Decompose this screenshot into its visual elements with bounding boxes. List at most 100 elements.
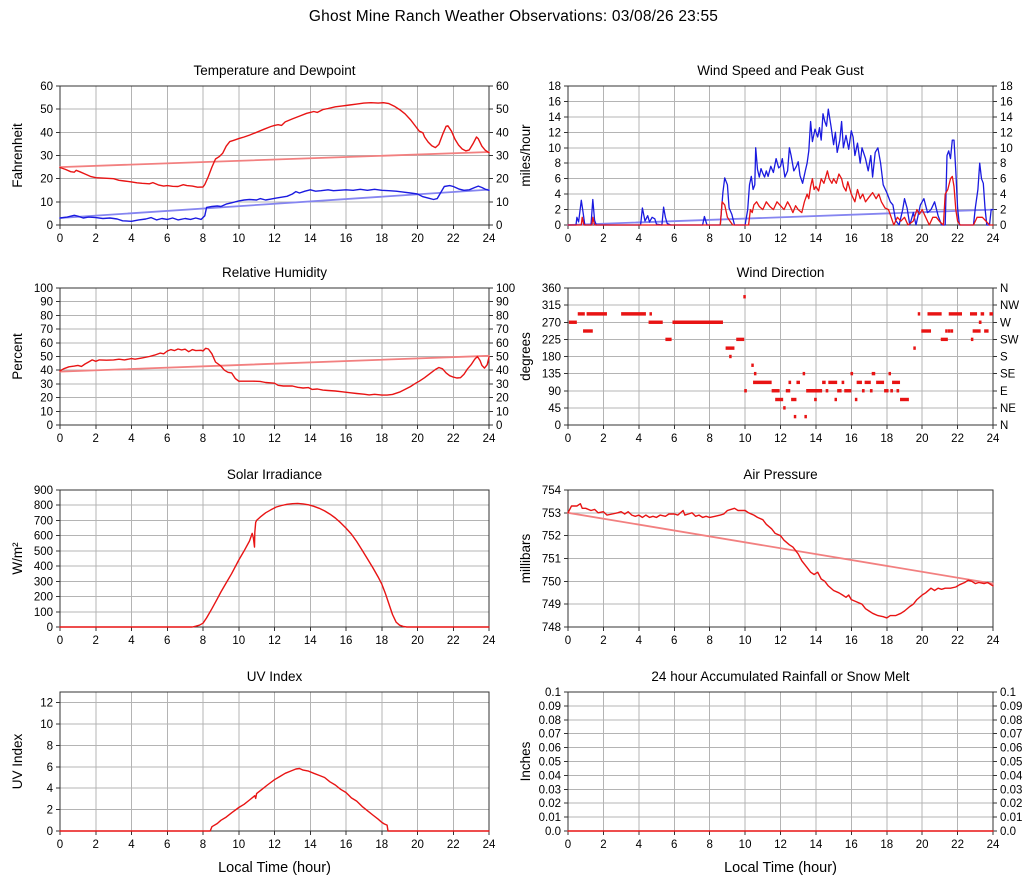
y-tick-label: 10 [40, 719, 53, 731]
y-axis-label: millibars [518, 534, 533, 584]
x-tick-label: 24 [987, 233, 1000, 245]
chart-title: Temperature and Dewpoint [193, 63, 355, 78]
y-tick-label: 60 [40, 81, 53, 93]
x-tick-label: 14 [304, 635, 317, 647]
y-tick-label-right: 40 [496, 365, 509, 377]
x-tick-label: 4 [128, 839, 135, 851]
x-tick-label: 4 [636, 433, 643, 445]
y-tick-label-right: 0 [1000, 220, 1006, 232]
y-tick-label-right: 16 [1000, 96, 1013, 108]
x-tick-label: 12 [774, 635, 787, 647]
y-tick-label-right: NE [1000, 403, 1016, 415]
y-tick-label: 70 [40, 324, 53, 336]
y-tick-label: 315 [542, 300, 561, 312]
x-tick-label: 8 [706, 433, 712, 445]
x-tick-label: 22 [447, 433, 460, 445]
x-tick-label: 20 [411, 433, 424, 445]
x-tick-label: 10 [232, 233, 245, 245]
y-tick-label-right: 20 [496, 393, 509, 405]
x-tick-label: 2 [600, 433, 606, 445]
y-tick-label-right: 100 [496, 283, 515, 295]
y-tick-label-right: N [1000, 420, 1008, 432]
y-axis-label: Percent [10, 333, 25, 380]
y-tick-label: 20 [40, 393, 53, 405]
y-tick-label: 0 [47, 420, 53, 432]
y-tick-label-right: W [1000, 317, 1011, 329]
x-tick-label: 18 [880, 839, 893, 851]
y-tick-label: 0.09 [539, 701, 561, 713]
y-tick-label: 45 [548, 403, 561, 415]
chart-relative-humidity: 0 2 4 6 8 10 12 14 16 18 20 22 240102030405060708090… [10, 265, 515, 445]
y-tick-label-right: 30 [496, 379, 509, 391]
x-tick-label: 16 [845, 635, 858, 647]
y-tick-label: 600 [34, 531, 53, 543]
page-title: Ghost Mine Ranch Weather Observations: 0… [308, 8, 719, 25]
y-tick-label-right: 0.06 [1000, 743, 1022, 755]
x-tick-label: 4 [128, 233, 135, 245]
x-tick-label: 2 [93, 233, 99, 245]
x-tick-label: 12 [774, 433, 787, 445]
x-tick-label: 12 [774, 839, 787, 851]
y-tick-label: 30 [40, 151, 53, 163]
x-tick-label: 8 [706, 233, 712, 245]
y-tick-label: 8 [555, 158, 561, 170]
x-tick-label: 6 [164, 233, 170, 245]
series-temperature-trend [59, 151, 490, 169]
x-tick-label: 2 [600, 839, 606, 851]
series-gust-trend [567, 208, 994, 226]
x-tick-label: 16 [340, 635, 353, 647]
y-tick-label: 400 [34, 561, 53, 573]
y-tick-label: 80 [40, 310, 53, 322]
y-tick-label: 10 [40, 197, 53, 209]
y-tick-label: 90 [548, 386, 561, 398]
x-tick-label: 2 [600, 233, 606, 245]
x-tick-label: 10 [232, 839, 245, 851]
y-tick-label: 20 [40, 174, 53, 186]
x-tick-label: 24 [483, 433, 496, 445]
y-tick-label: 40 [40, 365, 53, 377]
x-tick-label: 14 [304, 433, 317, 445]
y-tick-label-right: 18 [1000, 81, 1013, 93]
y-tick-label: 50 [40, 352, 53, 364]
y-tick-label-right: 50 [496, 352, 509, 364]
x-tick-label: 20 [916, 635, 929, 647]
y-tick-label-right: 2 [1000, 205, 1006, 217]
chart-title: Wind Direction [737, 265, 825, 280]
chart-title: Relative Humidity [222, 265, 327, 280]
y-tick-label: 60 [40, 338, 53, 350]
y-tick-label: 0.01 [539, 812, 561, 824]
x-tick-label: 22 [951, 433, 964, 445]
x-tick-label: 12 [268, 433, 281, 445]
y-tick-label-right: 40 [496, 127, 509, 139]
chart-wind-speed-gust: 0 2 4 6 8 10 12 14 16 18 20 22 240246810121416180246… [518, 63, 1013, 245]
chart-title: 24 hour Accumulated Rainfall or Snow Mel… [651, 669, 909, 684]
y-tick-label: 0.0 [545, 826, 561, 838]
x-tick-label: 8 [200, 635, 206, 647]
x-tick-label: 16 [340, 433, 353, 445]
x-tick-label: 4 [128, 635, 135, 647]
y-tick-label-right: 0.09 [1000, 701, 1022, 713]
y-tick-label-right: 0.02 [1000, 798, 1022, 810]
x-tick-label: 8 [706, 635, 712, 647]
y-axis-label: W/m² [10, 542, 25, 575]
y-tick-label: 700 [34, 515, 53, 527]
y-tick-label-right: SE [1000, 369, 1016, 381]
y-tick-label: 0.07 [539, 729, 561, 741]
y-tick-label-right: 60 [496, 81, 509, 93]
y-tick-label: 754 [542, 485, 562, 497]
x-tick-label: 22 [447, 233, 460, 245]
y-tick-label-right: S [1000, 352, 1008, 364]
x-tick-label: 14 [810, 433, 823, 445]
x-tick-label: 14 [810, 635, 823, 647]
x-tick-label: 0 [565, 839, 571, 851]
x-tick-label: 20 [916, 433, 929, 445]
y-axis-label: Inches [518, 741, 533, 781]
y-tick-label: 300 [34, 576, 53, 588]
y-tick-label-right: 14 [1000, 112, 1013, 124]
y-tick-label-right: NW [1000, 300, 1019, 312]
x-tick-label: 4 [636, 233, 643, 245]
y-tick-label-right: 0.05 [1000, 757, 1022, 769]
x-tick-label: 8 [200, 233, 206, 245]
y-tick-label: 748 [542, 622, 561, 634]
